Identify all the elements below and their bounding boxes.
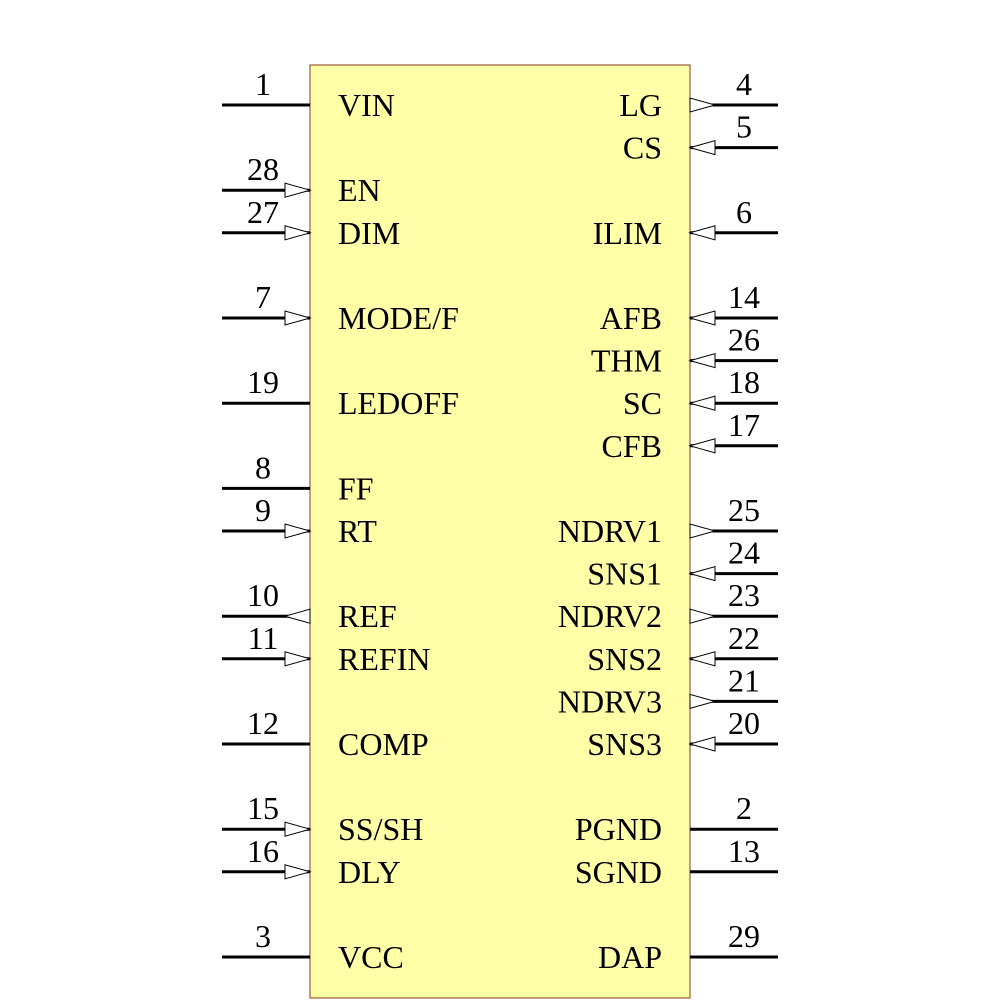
pin-arrow bbox=[284, 182, 312, 198]
pin-number: 19 bbox=[247, 364, 279, 400]
pin-name: VIN bbox=[338, 87, 395, 123]
pin-name: NDRV1 bbox=[558, 513, 662, 549]
pin-name: DIM bbox=[338, 215, 400, 251]
pin-number: 6 bbox=[736, 194, 752, 230]
pin-number: 17 bbox=[728, 407, 760, 443]
pin-number: 21 bbox=[728, 662, 760, 698]
pin-number: 23 bbox=[728, 577, 760, 613]
pin-arrow bbox=[689, 523, 717, 539]
ic-body bbox=[309, 64, 691, 999]
pin-name: LEDOFF bbox=[338, 385, 459, 421]
pin-name: REFIN bbox=[338, 641, 430, 677]
pin-number: 16 bbox=[247, 833, 279, 869]
pin-number: 28 bbox=[247, 151, 279, 187]
pin-arrow bbox=[689, 608, 717, 624]
pin-number: 3 bbox=[255, 918, 271, 954]
pin-arrow bbox=[688, 651, 716, 667]
pin-number: 14 bbox=[728, 279, 760, 315]
pin-name: EN bbox=[338, 172, 381, 208]
pin-number: 27 bbox=[247, 194, 279, 230]
pin-name: NDRV2 bbox=[558, 598, 662, 634]
pin-name: SNS2 bbox=[587, 641, 662, 677]
pin-name: AFB bbox=[600, 300, 662, 336]
pin-name: NDRV3 bbox=[558, 683, 662, 719]
pin-name: SC bbox=[623, 385, 662, 421]
pin-name: FF bbox=[338, 470, 374, 506]
pin-number: 25 bbox=[728, 492, 760, 528]
pin-arrow bbox=[284, 225, 312, 241]
pin-arrow bbox=[688, 736, 716, 752]
pin-arrow bbox=[284, 821, 312, 837]
pin-arrow bbox=[688, 225, 716, 241]
pin-arrow bbox=[284, 864, 312, 880]
pin-number: 20 bbox=[728, 705, 760, 741]
pin-arrow bbox=[688, 310, 716, 326]
pin-name: LG bbox=[619, 87, 662, 123]
pin-arrow bbox=[688, 565, 716, 582]
pin-number: 26 bbox=[728, 322, 760, 358]
pin-number: 11 bbox=[248, 620, 279, 656]
pin-number: 22 bbox=[728, 620, 760, 656]
pin-name: SS/SH bbox=[338, 811, 423, 847]
pin-arrow bbox=[688, 438, 716, 454]
pin-name: SGND bbox=[575, 854, 662, 890]
pin-number: 12 bbox=[247, 705, 279, 741]
pin-number: 2 bbox=[736, 790, 752, 826]
pin-name: PGND bbox=[575, 811, 662, 847]
pin-number: 8 bbox=[255, 449, 271, 485]
pin-name: CS bbox=[623, 130, 662, 166]
pin-name: COMP bbox=[338, 726, 429, 762]
pin-number: 18 bbox=[728, 364, 760, 400]
pin-arrow bbox=[284, 651, 312, 667]
pin-name: DAP bbox=[598, 939, 662, 975]
pin-arrow bbox=[688, 395, 716, 411]
pin-number: 7 bbox=[255, 279, 271, 315]
pin-arrow bbox=[689, 97, 717, 113]
pin-name: SNS1 bbox=[587, 556, 662, 592]
pin-name: MODE/F bbox=[338, 300, 459, 336]
pin-name: VCC bbox=[338, 939, 404, 975]
pin-number: 15 bbox=[247, 790, 279, 826]
pin-name: REF bbox=[338, 598, 397, 634]
pin-arrow bbox=[283, 608, 311, 624]
pin-arrow bbox=[688, 139, 716, 156]
pin-number: 10 bbox=[247, 577, 279, 613]
pin-number: 13 bbox=[728, 833, 760, 869]
pin-arrow bbox=[689, 693, 717, 710]
pin-name: THM bbox=[591, 343, 662, 379]
pin-name: SNS3 bbox=[587, 726, 662, 762]
pin-name: DLY bbox=[338, 854, 401, 890]
pin-name: ILIM bbox=[593, 215, 662, 251]
pin-number: 4 bbox=[736, 66, 752, 102]
pin-name: CFB bbox=[602, 428, 662, 464]
pin-number: 29 bbox=[728, 918, 760, 954]
pin-arrow bbox=[688, 352, 716, 369]
pin-arrow bbox=[284, 310, 312, 326]
pin-number: 9 bbox=[255, 492, 271, 528]
pin-name: RT bbox=[338, 513, 377, 549]
pin-arrow bbox=[284, 523, 312, 539]
pin-number: 24 bbox=[728, 535, 760, 571]
pin-number: 5 bbox=[736, 109, 752, 145]
pin-number: 1 bbox=[255, 66, 271, 102]
